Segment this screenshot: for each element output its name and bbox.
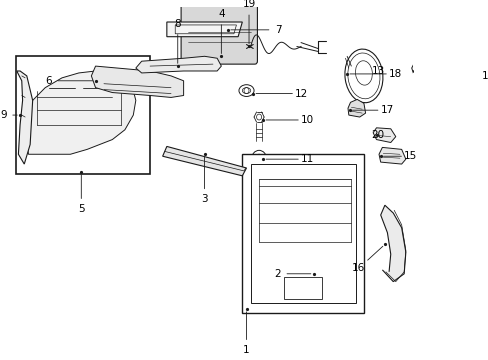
Polygon shape <box>25 71 136 154</box>
Text: 19: 19 <box>242 0 255 9</box>
Text: 5: 5 <box>78 204 84 214</box>
Text: 11: 11 <box>301 154 314 164</box>
Text: 9: 9 <box>0 110 7 120</box>
Polygon shape <box>163 147 246 176</box>
Polygon shape <box>136 56 221 73</box>
FancyBboxPatch shape <box>181 4 257 64</box>
Text: 13: 13 <box>371 66 384 76</box>
Bar <box>179 26 229 33</box>
Text: 4: 4 <box>218 9 224 19</box>
Text: 17: 17 <box>380 105 393 115</box>
Polygon shape <box>380 205 405 282</box>
Polygon shape <box>166 22 242 37</box>
Polygon shape <box>411 63 439 78</box>
Text: 12: 12 <box>295 89 308 99</box>
Text: 8: 8 <box>174 19 181 29</box>
Text: 20: 20 <box>370 130 383 140</box>
Text: 3: 3 <box>201 194 207 204</box>
Text: 16: 16 <box>351 263 365 273</box>
Polygon shape <box>17 71 33 164</box>
Circle shape <box>257 157 260 161</box>
Polygon shape <box>436 62 476 84</box>
Text: 6: 6 <box>45 76 52 86</box>
Text: 1: 1 <box>243 345 249 355</box>
Text: 14: 14 <box>480 71 488 81</box>
Polygon shape <box>372 128 395 143</box>
Bar <box>320 270 331 278</box>
Bar <box>142 85 163 93</box>
Text: 2: 2 <box>274 269 280 279</box>
Polygon shape <box>91 66 183 98</box>
Circle shape <box>345 278 348 282</box>
Polygon shape <box>378 147 405 164</box>
Text: 18: 18 <box>388 69 402 79</box>
Text: 15: 15 <box>404 151 417 161</box>
Polygon shape <box>242 154 363 313</box>
Polygon shape <box>347 99 365 117</box>
Bar <box>108 83 133 91</box>
Text: 7: 7 <box>275 25 281 35</box>
Text: 10: 10 <box>301 115 314 125</box>
Polygon shape <box>16 56 150 174</box>
